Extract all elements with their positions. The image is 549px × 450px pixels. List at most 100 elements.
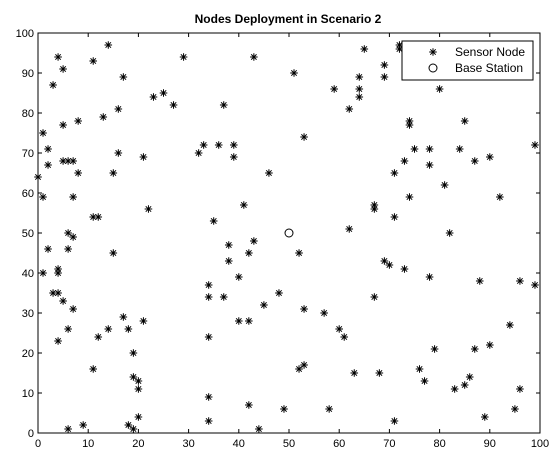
sensor-node-point xyxy=(224,257,233,265)
sensor-node-point xyxy=(245,249,253,257)
sensor-node-point xyxy=(64,245,72,253)
x-tick-label: 50 xyxy=(283,438,295,450)
sensor-node-point xyxy=(410,145,419,153)
x-tick-label: 70 xyxy=(383,438,395,450)
sensor-node-point xyxy=(199,141,208,149)
x-tick-label: 40 xyxy=(233,438,245,450)
sensor-node-point xyxy=(295,249,303,257)
sensor-node-point xyxy=(290,69,298,77)
sensor-node-point xyxy=(405,121,414,129)
sensor-node-point xyxy=(124,421,133,429)
sensor-node-point xyxy=(460,117,469,125)
data-points xyxy=(34,41,539,433)
sensor-node-point xyxy=(380,73,389,81)
sensor-node-point xyxy=(64,229,72,237)
sensor-node-point xyxy=(59,297,67,305)
sensor-node-point xyxy=(54,265,62,273)
sensor-node-point xyxy=(124,325,133,333)
sensor-node-point xyxy=(400,157,409,165)
sensor-node-point xyxy=(496,193,504,201)
y-tick-label: 40 xyxy=(22,268,34,280)
sensor-node-point xyxy=(465,373,474,381)
sensor-node-point xyxy=(345,225,354,233)
sensor-node-point xyxy=(114,105,123,113)
sensor-node-point xyxy=(129,373,138,381)
sensor-node-point xyxy=(480,413,489,421)
y-tick-label: 100 xyxy=(16,28,34,40)
sensor-node-point xyxy=(229,153,238,161)
sensor-node-point xyxy=(54,53,62,61)
sensor-node-point xyxy=(104,41,113,49)
y-tick-label: 90 xyxy=(22,68,34,80)
x-tick-label: 20 xyxy=(132,438,144,450)
sensor-node-point xyxy=(425,161,434,169)
sensor-node-point xyxy=(94,213,103,221)
sensor-node-point xyxy=(44,245,52,253)
sensor-node-point xyxy=(415,365,424,373)
sensor-node-point xyxy=(440,181,449,189)
sensor-node-point xyxy=(470,157,479,165)
sensor-node-point xyxy=(209,217,218,225)
sensor-node-point xyxy=(54,337,62,345)
sensor-node-point xyxy=(69,305,77,313)
sensor-node-point xyxy=(506,321,514,329)
sensor-node-point xyxy=(370,205,379,213)
sensor-node-point xyxy=(129,425,138,433)
sensor-node-point xyxy=(245,401,253,409)
sensor-node-point xyxy=(109,249,118,257)
sensor-node-point xyxy=(235,273,243,281)
x-tick-label: 10 xyxy=(82,438,94,450)
sensor-node-point xyxy=(89,57,98,65)
sensor-node-point xyxy=(139,317,148,325)
sensor-node-point xyxy=(44,145,52,153)
sensor-node-point xyxy=(69,233,77,241)
sensor-node-point xyxy=(74,169,82,177)
sensor-node-point xyxy=(99,113,108,121)
sensor-node-point xyxy=(300,133,308,141)
sensor-node-point xyxy=(516,385,524,393)
sensor-node-point xyxy=(390,213,399,221)
y-tick-label: 20 xyxy=(22,348,34,360)
sensor-node-point xyxy=(194,149,203,157)
sensor-node-point xyxy=(114,149,123,157)
sensor-node-point xyxy=(179,53,188,61)
sensor-node-point xyxy=(49,81,57,89)
x-tick-label: 100 xyxy=(531,438,549,450)
sensor-node-point xyxy=(390,417,399,425)
sensor-node-point xyxy=(134,385,143,393)
sensor-node-point xyxy=(240,201,248,209)
sensor-node-point xyxy=(380,257,389,265)
chart-title: Nodes Deployment in Scenario 2 xyxy=(195,12,382,26)
sensor-node-point xyxy=(486,341,494,349)
sensor-node-point xyxy=(360,45,369,53)
x-tick-label: 60 xyxy=(333,438,345,450)
sensor-node-point xyxy=(245,317,253,325)
sensor-node-point xyxy=(149,93,158,101)
sensor-node-point xyxy=(355,85,364,93)
sensor-node-point xyxy=(470,345,479,353)
sensor-node-point xyxy=(340,333,349,341)
sensor-node-point xyxy=(134,413,143,421)
legend-box xyxy=(401,40,534,81)
sensor-node-point xyxy=(129,349,138,357)
sensor-node-point xyxy=(300,305,308,313)
sensor-node-point xyxy=(159,89,168,97)
sensor-node-point xyxy=(104,325,113,333)
sensor-node-point xyxy=(204,393,213,401)
sensor-node-point xyxy=(89,213,98,221)
sensor-node-point xyxy=(355,73,364,81)
sensor-node-point xyxy=(375,369,384,377)
y-tick-label: 60 xyxy=(22,188,34,200)
y-tick-label: 0 xyxy=(28,428,34,440)
sensor-node-point xyxy=(144,205,153,213)
sensor-node-point xyxy=(425,273,434,281)
x-tick-label: 90 xyxy=(484,438,496,450)
sensor-node-point xyxy=(370,201,379,209)
sensor-node-point xyxy=(119,73,128,81)
sensor-node-point xyxy=(255,425,263,433)
sensor-node-point xyxy=(475,277,484,285)
sensor-node-point xyxy=(79,421,87,429)
sensor-node-point xyxy=(395,45,404,53)
plot-area xyxy=(37,32,541,434)
sensor-node-point xyxy=(204,417,213,425)
